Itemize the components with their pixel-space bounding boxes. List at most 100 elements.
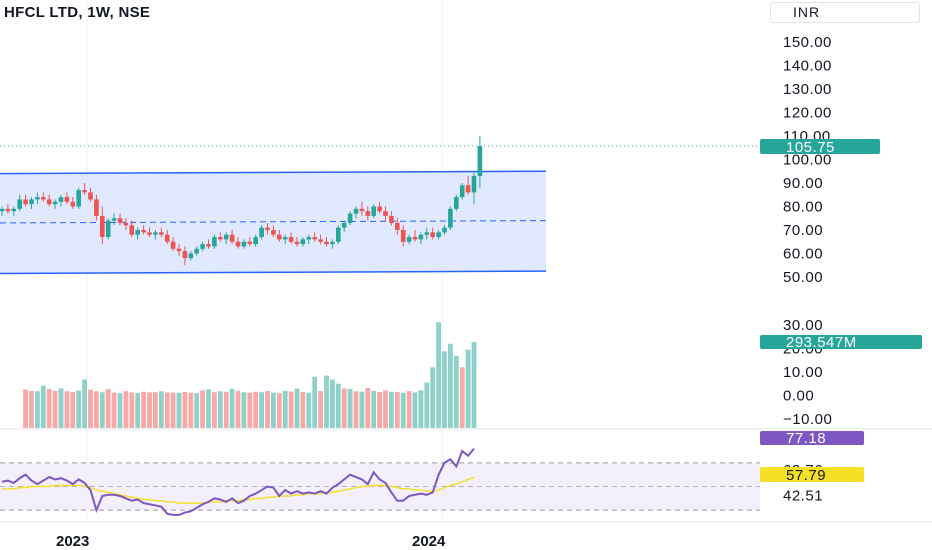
candle <box>436 230 441 240</box>
volume-tick-label: 30.00 <box>783 317 823 334</box>
symbol-title[interactable]: HFCL LTD, 1W, NSE <box>4 4 150 21</box>
price-tick-label: 140.00 <box>783 58 832 75</box>
volume-bar <box>400 392 406 428</box>
candle <box>111 213 117 226</box>
volume-bar <box>306 392 312 428</box>
candle <box>347 211 353 226</box>
rsi-line[interactable] <box>1 447 475 516</box>
svg-text:293.547M: 293.547M <box>786 334 857 351</box>
price-tick-label: 80.00 <box>783 199 823 216</box>
candle <box>259 225 264 240</box>
volume-bar <box>58 388 64 428</box>
volume-bar <box>223 391 229 428</box>
candle <box>418 232 424 245</box>
channel-upper-line[interactable] <box>0 170 547 175</box>
volume-tick-label: 0.00 <box>783 388 814 405</box>
svg-text:105.75: 105.75 <box>786 139 835 156</box>
price-tick-label: 150.00 <box>783 34 832 51</box>
volume-bar <box>135 392 141 428</box>
volume-bar <box>347 388 353 428</box>
volume-bar <box>365 387 371 428</box>
volume-bar <box>436 322 441 428</box>
price-axis[interactable]: 150.00140.00130.00120.00110.00100.0090.0… <box>783 34 832 286</box>
candle <box>465 175 471 195</box>
candle <box>194 246 199 256</box>
candle <box>247 237 253 247</box>
rsi-value-badge: 77.18 <box>760 430 864 447</box>
candle <box>300 237 306 247</box>
channel-middle-line <box>0 220 547 224</box>
candle <box>5 204 11 214</box>
volume-bar <box>117 393 123 428</box>
candle <box>159 227 164 238</box>
volume-bar <box>52 390 58 428</box>
volume-bar <box>35 391 40 428</box>
volume-bar <box>70 391 76 428</box>
volume-bar <box>430 367 436 428</box>
volume-bar <box>217 391 223 428</box>
candle <box>153 230 158 240</box>
volume-bar <box>465 349 471 428</box>
volume-bar <box>23 389 28 428</box>
rsi-ma-line[interactable] <box>2 476 475 504</box>
volume-bar <box>282 390 288 428</box>
candle <box>41 192 46 202</box>
candle <box>318 234 323 245</box>
channel-lower-line[interactable] <box>0 270 547 275</box>
candle <box>241 239 247 249</box>
volume-bar <box>105 389 111 428</box>
candle <box>330 239 335 249</box>
price-tick-label: 90.00 <box>783 175 823 192</box>
volume-bar <box>353 391 359 428</box>
volume-bar <box>194 393 200 428</box>
channel-fill <box>0 171 546 274</box>
rsi-pane[interactable] <box>0 447 760 516</box>
candle <box>76 187 81 209</box>
volume-bar <box>276 393 282 428</box>
time-label-2023: 2023 <box>56 533 89 550</box>
candle <box>265 222 270 235</box>
candle <box>448 206 453 230</box>
candle <box>312 232 317 242</box>
volume-bar <box>46 388 52 428</box>
candle <box>188 251 194 261</box>
volume-bar <box>176 392 182 428</box>
candle <box>282 234 288 245</box>
candle <box>389 211 394 226</box>
volume-bar <box>324 375 329 428</box>
candle <box>430 227 435 240</box>
currency-selector[interactable]: INR <box>770 2 920 23</box>
candle <box>365 206 371 221</box>
candle <box>253 234 258 247</box>
volume-bar <box>377 391 382 428</box>
candle <box>377 201 382 214</box>
volume-bar <box>359 391 365 428</box>
volume-bar <box>182 391 188 428</box>
price-tick-label: 120.00 <box>783 105 832 122</box>
volume-bar <box>229 388 235 428</box>
volume-bar <box>158 391 164 428</box>
candle <box>35 192 40 205</box>
volume-bar <box>141 391 146 428</box>
parallel-channel[interactable] <box>0 170 547 275</box>
candlestick-series[interactable] <box>0 136 483 266</box>
price-tick-label: 50.00 <box>783 269 823 286</box>
volume-bar <box>312 376 318 428</box>
volume-bar <box>330 379 335 428</box>
volume-bar <box>123 391 129 428</box>
candle <box>442 225 447 235</box>
time-axis[interactable]: 2023 2024 <box>56 533 446 550</box>
volume-bar <box>453 356 459 428</box>
candle <box>70 197 76 209</box>
svg-text:57.79: 57.79 <box>786 467 826 484</box>
candle <box>164 230 170 245</box>
candle <box>88 187 93 202</box>
candle <box>206 239 211 249</box>
volume-series[interactable] <box>23 322 477 428</box>
volume-bar <box>271 392 276 428</box>
candle <box>477 136 483 188</box>
candle <box>336 225 341 245</box>
candle <box>471 171 477 205</box>
volume-bar <box>241 392 247 428</box>
